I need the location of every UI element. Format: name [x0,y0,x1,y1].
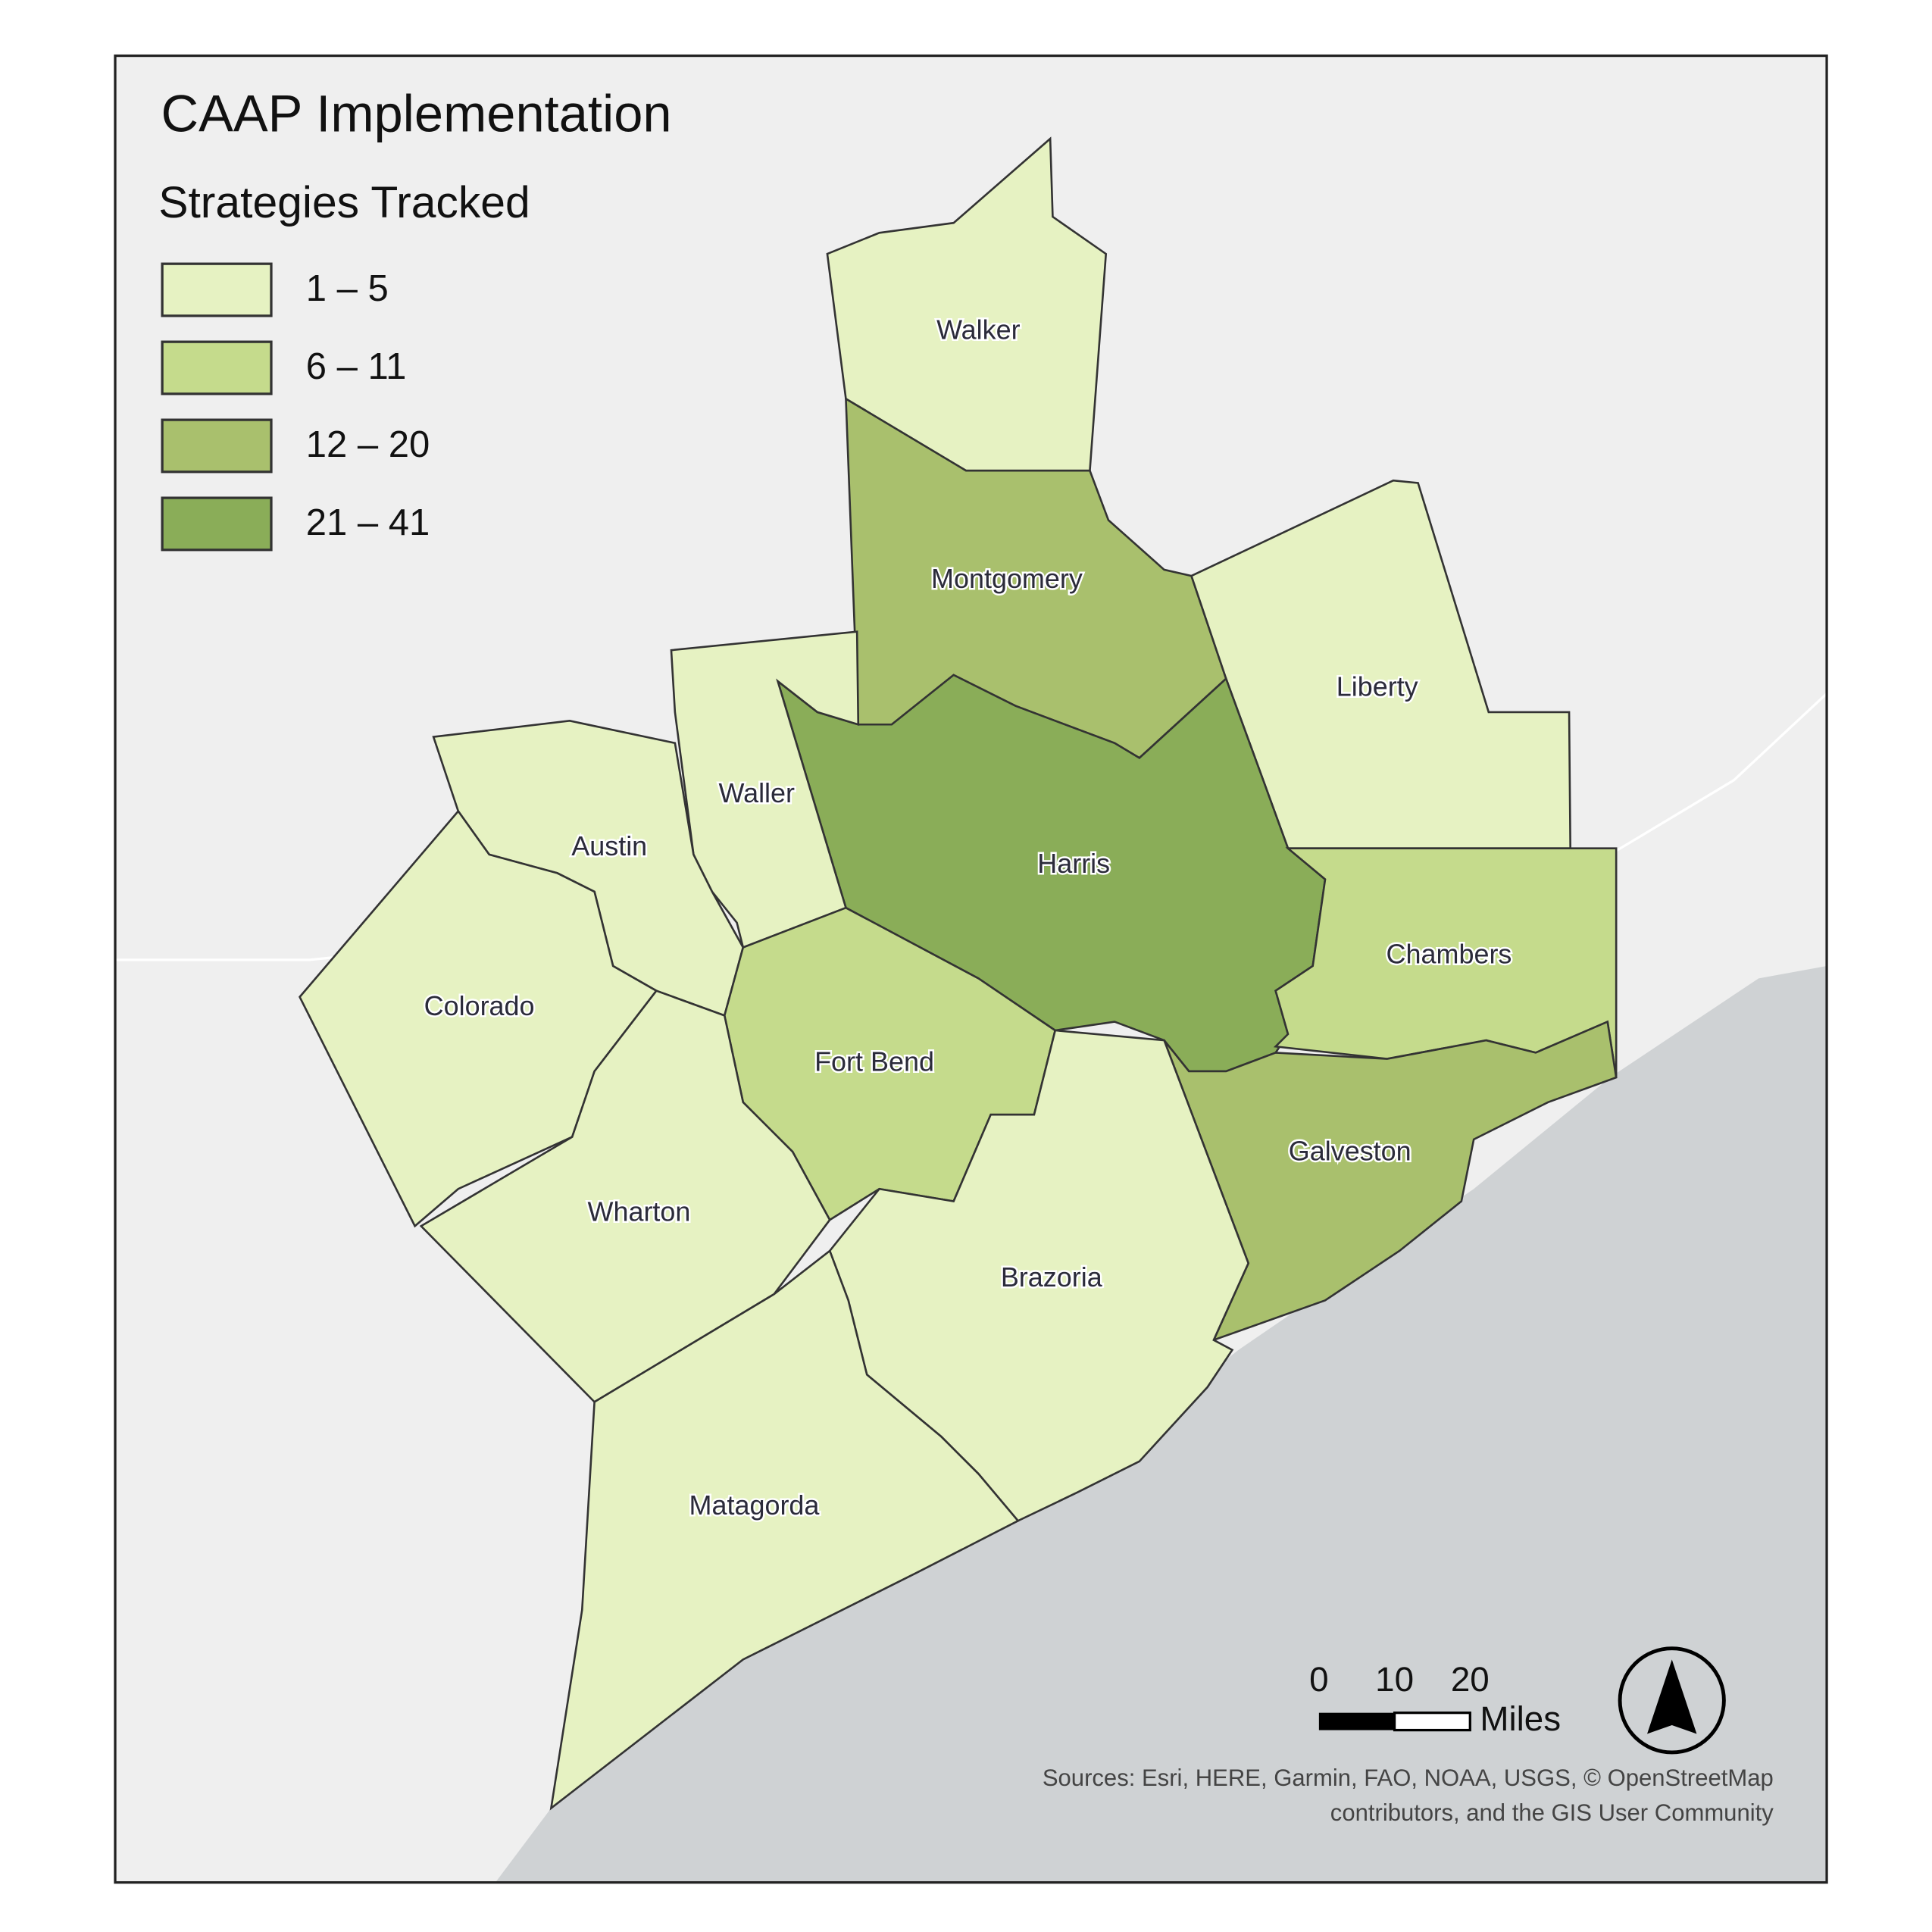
north-arrow-head [1647,1659,1697,1734]
scale-tick-label: 20 [1451,1660,1490,1699]
county-label: Fort Bend [814,1046,934,1077]
county-label: Liberty [1336,671,1418,702]
county-label: Wharton [588,1196,691,1227]
legend-swatch [161,340,273,395]
north-arrow [1618,1646,1726,1755]
source-line: Sources: Esri, HERE, Garmin, FAO, NOAA, … [1043,1765,1774,1791]
county-label: Austin [571,830,647,861]
source-line: contributors, and the GIS User Community [1330,1799,1774,1826]
county-label: Harris [1037,848,1110,879]
legend-title: Strategies Tracked [158,178,530,227]
county-label: Brazoria [1001,1261,1102,1293]
legend-label: 12 – 20 [306,424,430,465]
map-title: CAAP Implementation [161,84,671,142]
county-label: Montgomery [931,563,1083,594]
scale-tick-label: 10 [1375,1660,1414,1699]
county-label: Matagorda [689,1490,820,1521]
legend: 1 – 5 6 – 11 12 – 20 21 – 41 [161,262,430,552]
legend-label: 6 – 11 [306,346,407,387]
legend-swatch [161,418,273,474]
counties: Walker Montgomery Liberty Harris Waller Austi… [299,136,1618,1811]
county-label: Galveston [1289,1135,1411,1166]
scale-unit: Miles [1480,1699,1561,1738]
north-arrow-ring [1618,1646,1726,1755]
scale-segment [1393,1712,1471,1732]
scale-segment [1318,1712,1395,1730]
road [1609,692,1828,856]
legend-swatch [161,262,273,317]
scale-bar: Miles 0 10 20 [1309,1660,1561,1738]
frame [114,54,1828,1884]
county-label: Walker [936,314,1021,345]
scale-tick-label: 0 [1309,1660,1328,1699]
county-label: Chambers [1386,938,1512,969]
county [549,1249,1020,1811]
legend-swatch [161,496,273,552]
county-label: Colorado [424,990,535,1021]
legend-label: 21 – 41 [306,502,430,543]
county-label: Waller [718,777,795,808]
legend-label: 1 – 5 [306,268,389,309]
county [1163,1020,1618,1342]
